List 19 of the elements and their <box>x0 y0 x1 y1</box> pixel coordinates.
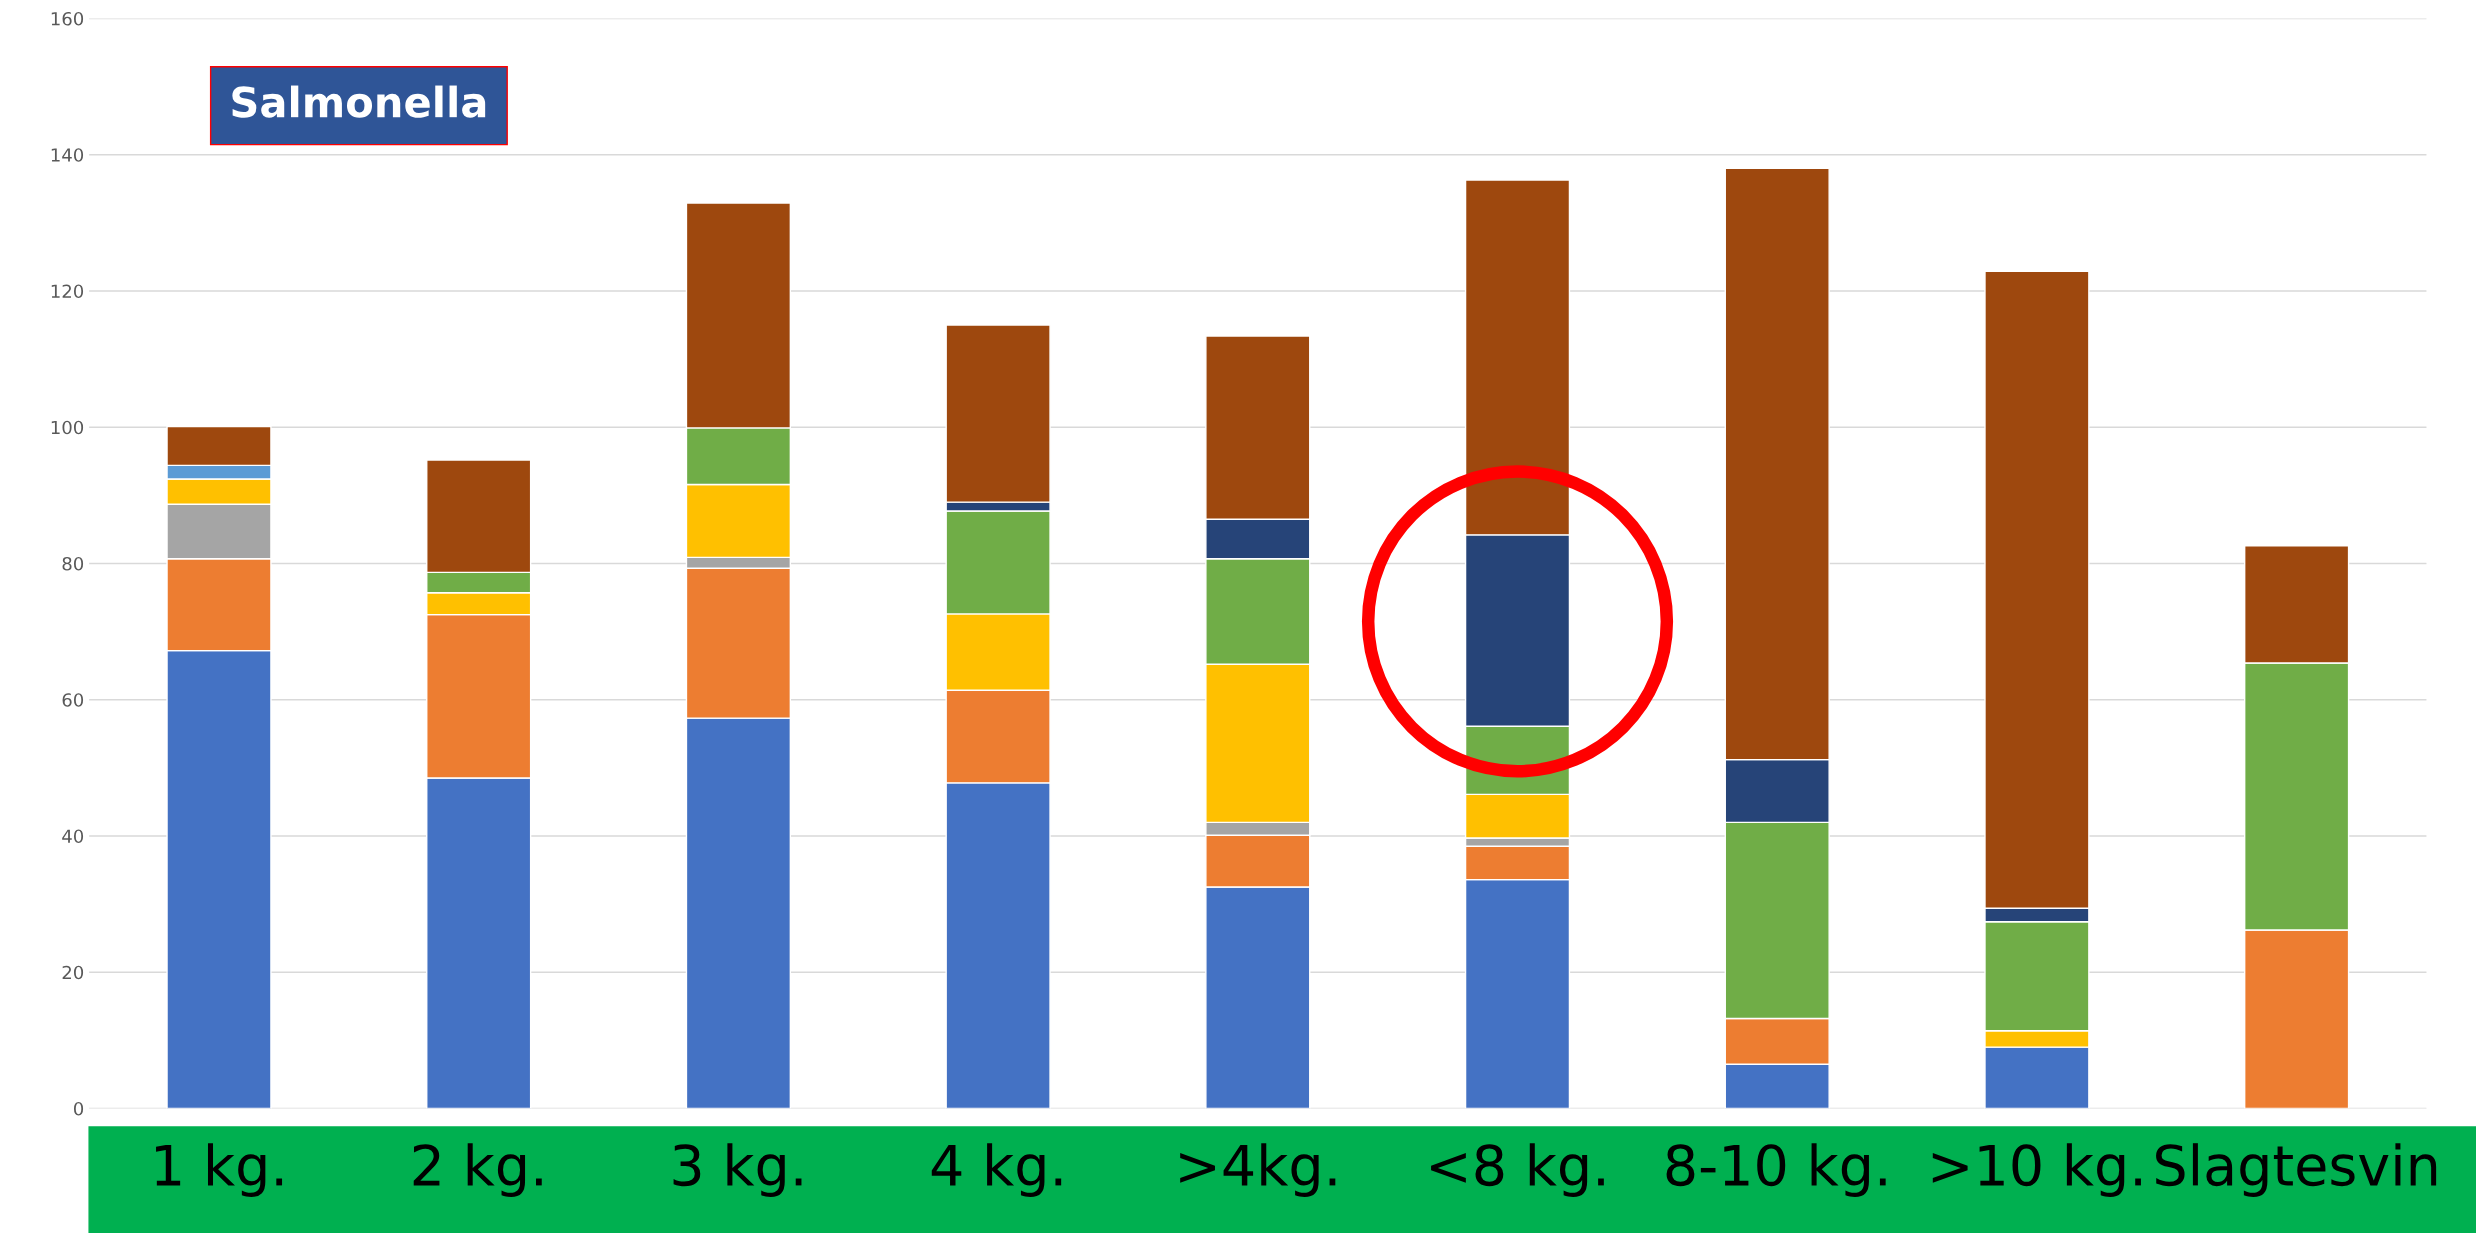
y-tick-label: 160 <box>51 11 84 26</box>
y-tick-label: 60 <box>62 693 84 707</box>
y-tick-label: 20 <box>62 965 84 980</box>
x-tick-label: Slagtesvin <box>2156 1143 2437 1197</box>
x-tick-label: >4kg. <box>1180 1143 1336 1197</box>
y-tick-label: 100 <box>51 420 84 435</box>
x-tick-label: 4 kg. <box>931 1143 1062 1197</box>
x-tick-label: >10 kg. <box>1932 1143 2141 1197</box>
y-tick-label: 40 <box>62 829 84 844</box>
annotation: Salmonella <box>232 85 486 118</box>
y-tick-label: 0 <box>73 1101 84 1116</box>
x-tick-label: 8-10 kg. <box>1666 1143 1886 1197</box>
y-tick-label: 140 <box>51 148 84 162</box>
y-tick-label: 120 <box>51 284 84 299</box>
x-tick-label: 2 kg. <box>413 1143 542 1197</box>
y-tick-label: 80 <box>62 556 84 571</box>
x-tick-label: 1 kg. <box>156 1143 283 1197</box>
x-tick-label: 3 kg. <box>673 1143 802 1197</box>
x-tick-label: <8 kg. <box>1431 1143 1604 1197</box>
